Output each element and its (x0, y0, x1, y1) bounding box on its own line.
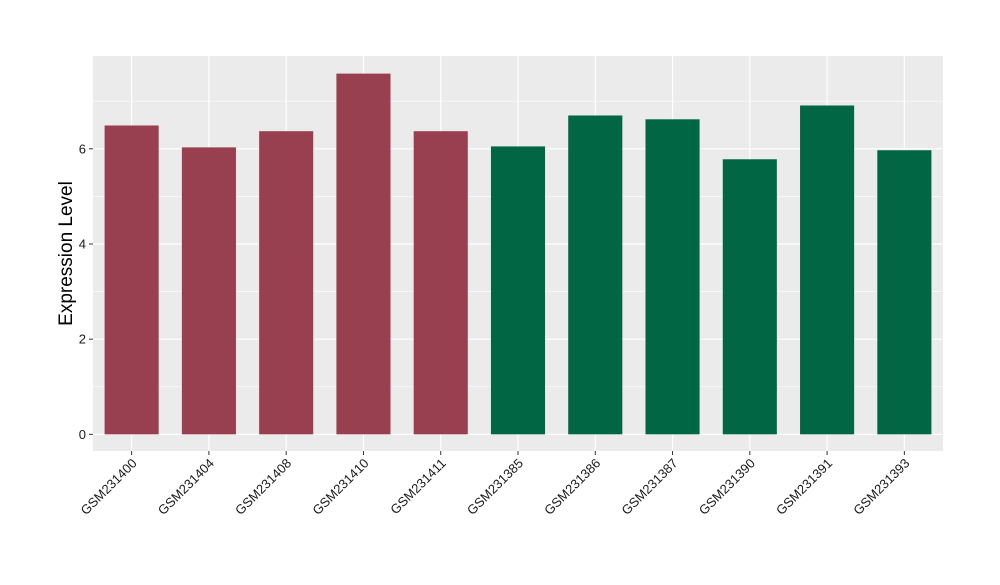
x-tick-label: GSM231386 (541, 456, 603, 518)
bar (336, 73, 391, 435)
y-tick-label: 4 (79, 236, 86, 251)
x-axis: GSM231400 GSM231404 GSM231408 GSM231410 GSM2… (78, 451, 912, 518)
x-tick-label: GSM231400 (78, 456, 140, 518)
x-tick-label: GSM231408 (232, 456, 294, 518)
y-tick-label: 6 (79, 141, 86, 156)
y-tick-label: 0 (79, 427, 86, 442)
x-tick-label: GSM231393 (850, 456, 912, 518)
bar (413, 131, 468, 435)
bar (568, 115, 623, 435)
x-tick-label: GSM231391 (773, 456, 835, 518)
x-tick-label: GSM231404 (155, 456, 217, 518)
bar (490, 146, 546, 435)
x-tick-label: GSM231387 (618, 456, 680, 518)
x-tick-label: GSM231410 (309, 456, 371, 518)
bar (104, 125, 159, 435)
bar (800, 105, 855, 435)
bar (877, 150, 932, 435)
y-axis-title: Expression Level (56, 181, 77, 326)
x-tick-label: GSM231385 (464, 456, 526, 518)
bar (259, 131, 314, 435)
bar (645, 119, 700, 435)
y-axis: 0 2 4 6 (79, 141, 93, 442)
bar (181, 147, 236, 435)
x-tick-label: GSM231411 (387, 456, 449, 518)
x-tick-label: GSM231390 (696, 456, 758, 518)
bars-group (104, 73, 932, 435)
y-tick-label: 2 (79, 332, 86, 347)
bar (722, 159, 777, 435)
